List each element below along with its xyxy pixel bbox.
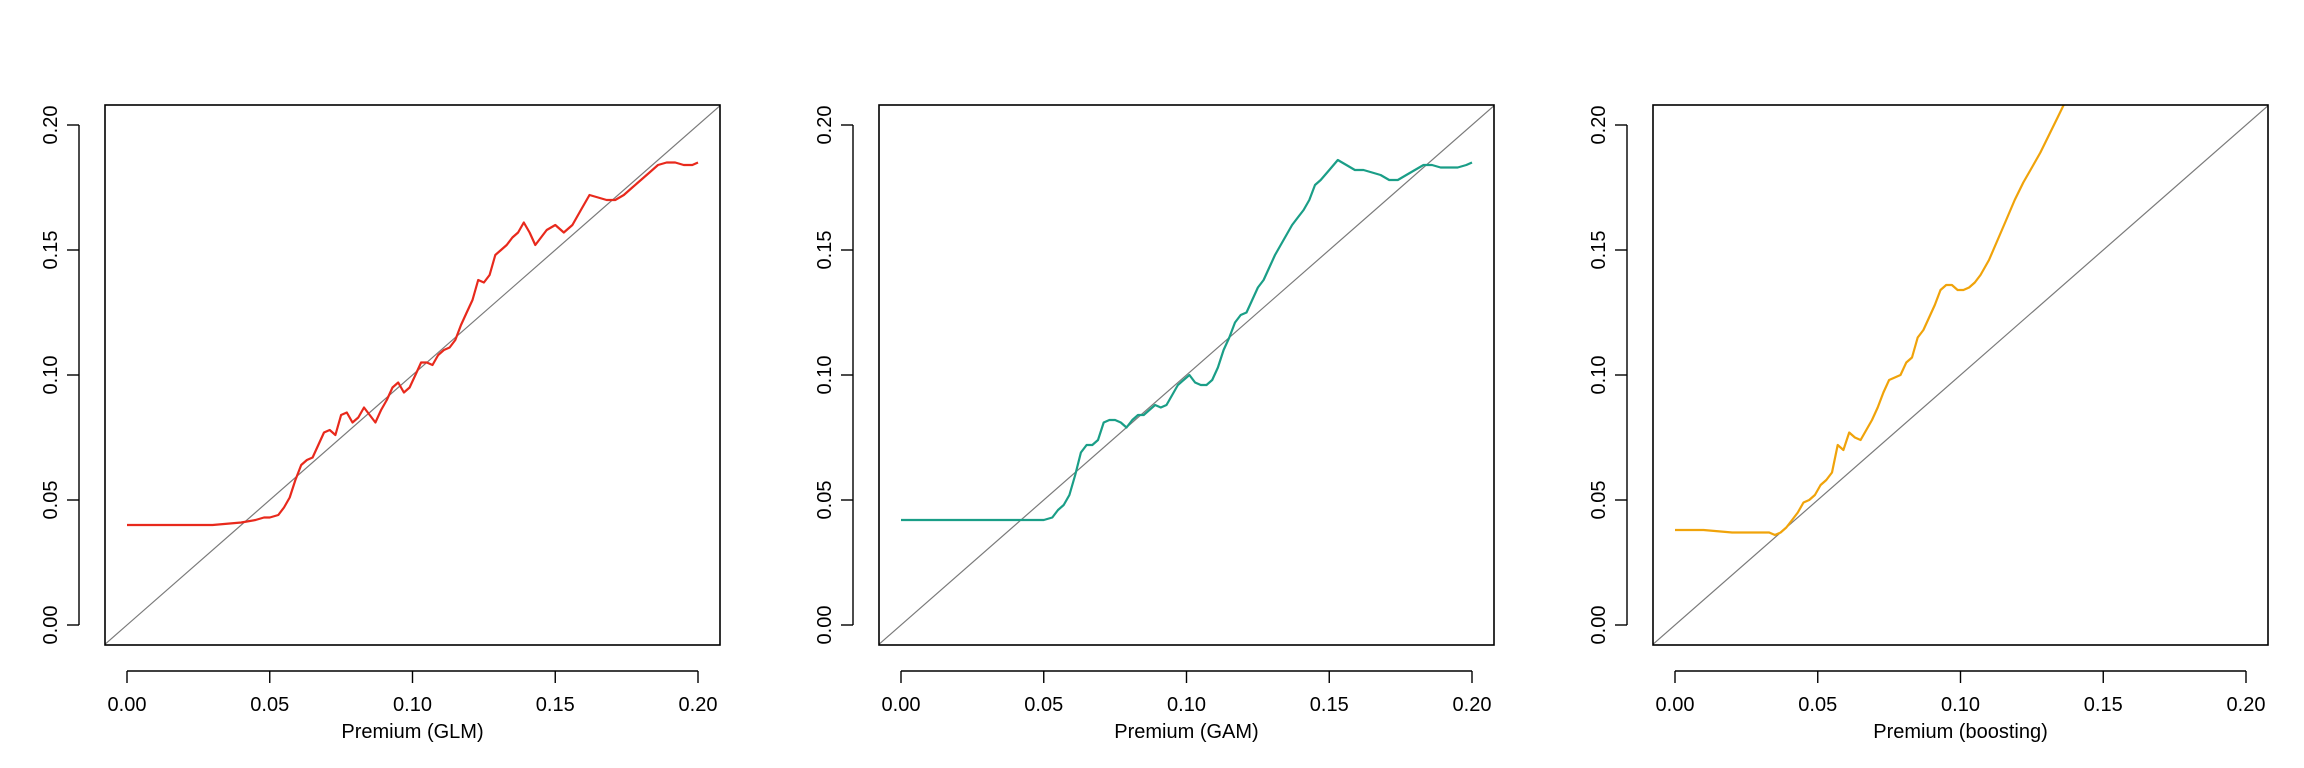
x-tick-label: 0.00: [882, 694, 921, 716]
x-tick-label: 0.05: [250, 694, 289, 716]
x-tick-label: 0.10: [1167, 694, 1206, 716]
series-line-0: [901, 158, 1473, 522]
panel-glm: 0.00 0.05 0.10 0.15 0.20 0.00 0.05 0.10 0.15 0.20…: [40, 104, 721, 743]
x-tick-label: 0.20: [1453, 694, 1492, 716]
y-tick-label: 0.10: [40, 356, 62, 395]
reference-line: [1653, 105, 2268, 645]
plot-frame: [104, 104, 721, 646]
y-tick-label: 0.20: [1588, 106, 1610, 145]
x-tick-label: 0.15: [536, 694, 575, 716]
x-tick-label: 0.10: [1941, 694, 1980, 716]
y-tick-label: 0.05: [40, 481, 62, 520]
x-tick-label: 0.15: [1310, 694, 1349, 716]
x-tick-label: 0.05: [1798, 694, 1837, 716]
x-tick-label: 0.00: [1656, 694, 1695, 716]
x-axis-title: Premium (GAM): [1114, 721, 1258, 743]
x-tick-label: 0.20: [2227, 694, 2266, 716]
x-axis-title: Premium (GLM): [341, 721, 483, 743]
x-tick-label: 0.15: [2084, 694, 2123, 716]
y-tick-label: 0.00: [814, 606, 836, 645]
y-tick-label: 0.15: [1588, 231, 1610, 270]
series-line-0: [127, 161, 699, 527]
y-tick-label: 0.15: [814, 231, 836, 270]
x-tick-label: 0.10: [393, 694, 432, 716]
y-tick-label: 0.10: [1588, 356, 1610, 395]
plot-frame: [878, 104, 1495, 646]
y-tick-label: 0.20: [814, 106, 836, 145]
x-tick-label: 0.20: [679, 694, 718, 716]
reference-line: [879, 105, 1494, 645]
panel-gam: 0.00 0.05 0.10 0.15 0.20 0.00 0.05 0.10 0.15 0.20…: [814, 104, 1495, 743]
panel-boosting: 0.00 0.05 0.10 0.15 0.20 0.00 0.05 0.10 0.15 0.20…: [1588, 104, 2269, 743]
y-tick-label: 0.15: [40, 231, 62, 270]
series-line-0: [1675, 105, 2065, 537]
y-tick-label: 0.00: [40, 606, 62, 645]
y-tick-label: 0.05: [814, 481, 836, 520]
y-tick-label: 0.00: [1588, 606, 1610, 645]
y-tick-label: 0.20: [40, 106, 62, 145]
plot-frame: [1652, 104, 2269, 646]
y-tick-label: 0.05: [1588, 481, 1610, 520]
reference-line: [105, 105, 720, 645]
x-tick-label: 0.05: [1024, 694, 1063, 716]
y-tick-label: 0.10: [814, 356, 836, 395]
x-axis-title: Premium (boosting): [1873, 721, 2048, 743]
x-tick-label: 0.00: [108, 694, 147, 716]
